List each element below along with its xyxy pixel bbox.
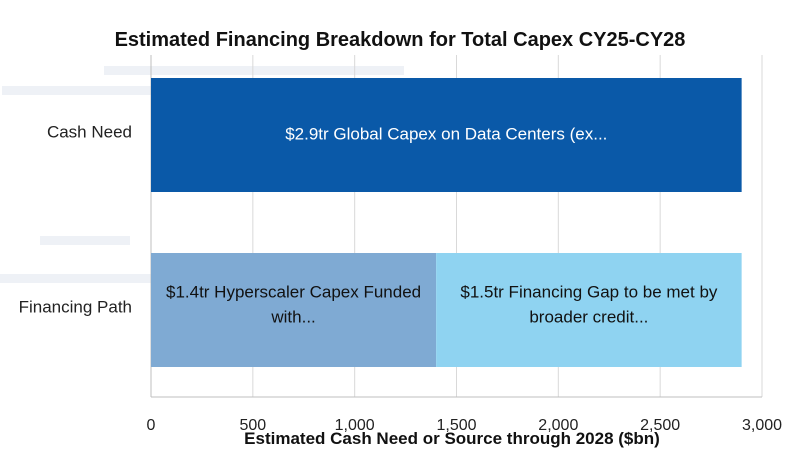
- x-tick-label: 0: [147, 417, 156, 434]
- ghost-mark: [40, 236, 130, 245]
- category-label: Financing Path: [19, 297, 132, 316]
- x-tick-label: 2,500: [640, 417, 680, 434]
- x-axis-title: Estimated Cash Need or Source through 20…: [244, 429, 660, 448]
- bar-segment: [151, 78, 742, 192]
- chart-title: Estimated Financing Breakdown for Total …: [115, 29, 686, 51]
- bar-data-label: $1.4tr Hyperscaler Capex Funded with...: [166, 283, 421, 327]
- bar-data-label-line: with...: [270, 308, 315, 327]
- bar-segment: [151, 253, 437, 367]
- bar-data-label: $1.5tr Financing Gap to be met by broader…: [460, 283, 718, 327]
- bar-data-label: $2.9tr Global Capex on Data Centers (ex.…: [285, 124, 607, 143]
- bar-data-label-line: $1.5tr Financing Gap to be met by: [460, 283, 718, 302]
- ghost-mark: [0, 274, 190, 283]
- category-label: Cash Need: [47, 122, 132, 141]
- x-tick-label: 500: [239, 417, 266, 434]
- bar-data-label-line: broader credit...: [529, 308, 648, 327]
- x-tick-label: 1,500: [436, 417, 476, 434]
- x-tick-label: 2,000: [538, 417, 578, 434]
- bar-data-label-line: $1.4tr Hyperscaler Capex Funded: [166, 283, 421, 302]
- bar-segment: [436, 253, 742, 367]
- ghost-mark: [104, 66, 404, 75]
- x-tick-label: 3,000: [742, 417, 782, 434]
- x-tick-label: 1,000: [335, 417, 375, 434]
